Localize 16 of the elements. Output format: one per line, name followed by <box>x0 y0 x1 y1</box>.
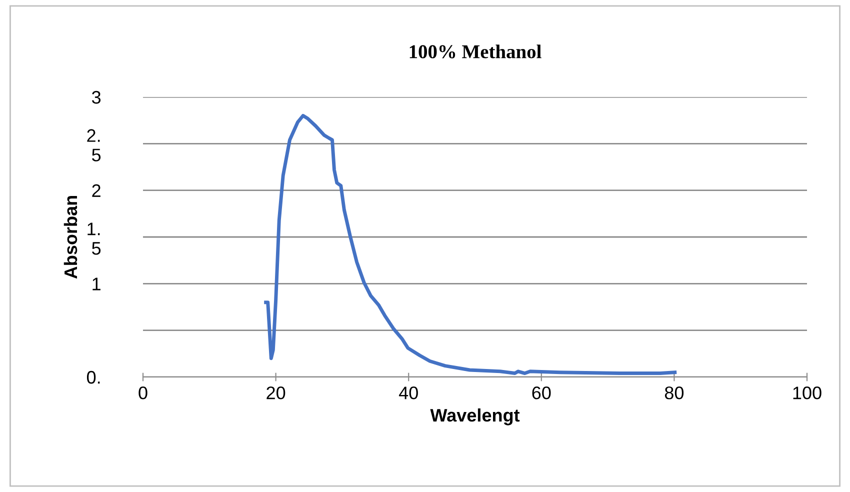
x-tick-label: 80 <box>664 386 684 400</box>
y-tick-label: 2 <box>92 184 100 197</box>
line-series <box>264 114 677 375</box>
chart-title: 100% Methanol <box>410 44 542 58</box>
y-tick-label: 0. <box>86 370 100 384</box>
x-tick-label: 100 <box>793 386 822 400</box>
x-tick-label: 0 <box>138 386 148 400</box>
x-tick-label: 60 <box>532 386 551 400</box>
y-tick-label: 1 <box>92 278 100 290</box>
x-tick-label: 40 <box>398 386 418 400</box>
y-tick-label: 1. 5 <box>88 222 101 255</box>
x-tick-label: 20 <box>266 386 286 400</box>
y-tick-label: 2. 5 <box>87 129 101 162</box>
y-tick-label: 3 <box>92 90 101 104</box>
y-axis-title: Absorban <box>64 196 78 279</box>
x-axis-title: Wavelengt <box>430 408 520 426</box>
